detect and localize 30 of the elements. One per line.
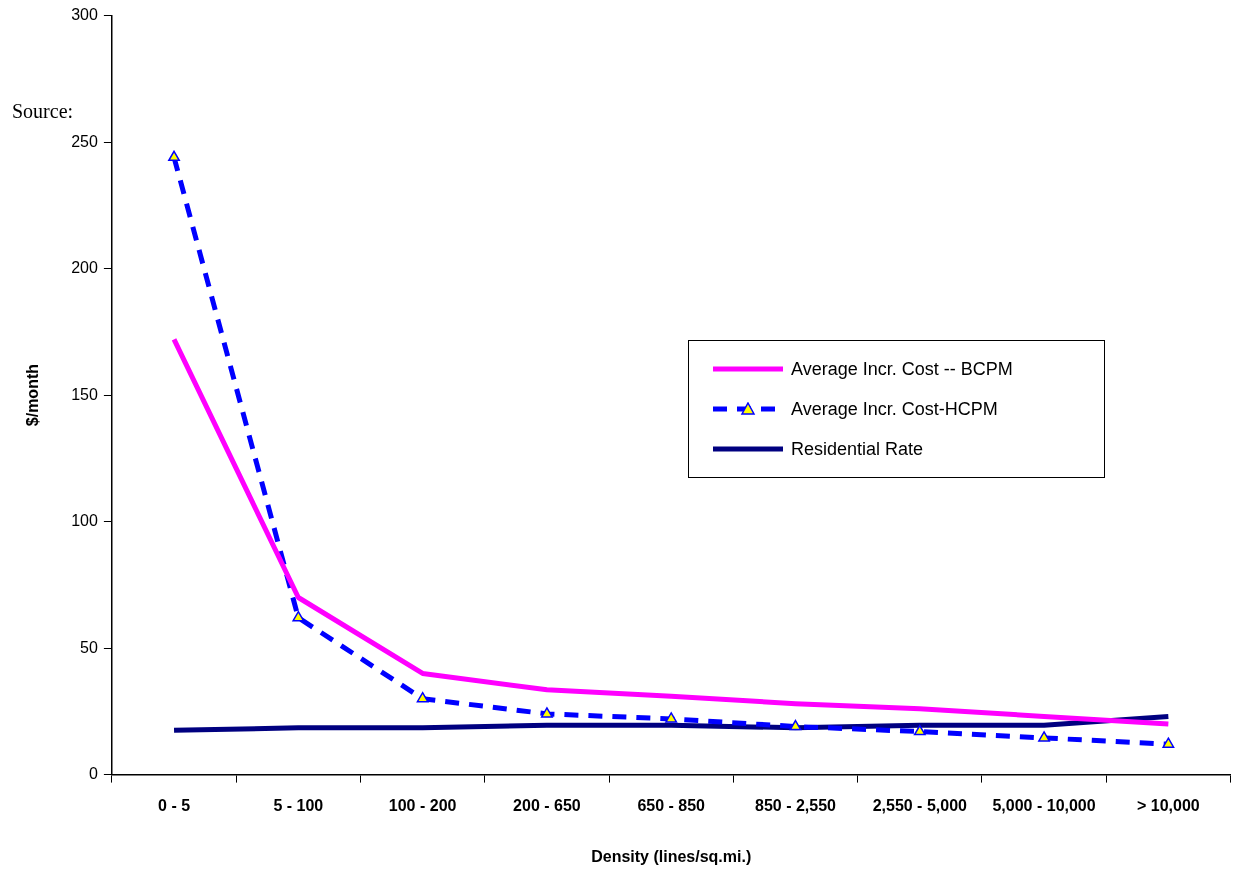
legend-label: Average Incr. Cost -- BCPM <box>791 358 1013 380</box>
point <box>1162 737 1175 748</box>
point <box>665 712 678 723</box>
y-tick-label: 250 <box>71 132 98 150</box>
x-tick-label: 850 - 2,550 <box>755 796 837 814</box>
point <box>913 724 926 736</box>
legend-label: Residential Rate <box>791 438 924 460</box>
y-tick-label: 50 <box>80 638 98 656</box>
point <box>1038 731 1051 742</box>
y-tick-label: 300 <box>71 6 98 24</box>
y-tick-label: 100 <box>71 512 98 530</box>
source-note: Source: <box>12 100 74 123</box>
point <box>789 719 802 731</box>
x-tick-label: 100 - 200 <box>388 796 457 814</box>
y-axis-title: $/month <box>24 363 42 427</box>
x-tick-label: 5,000 - 10,000 <box>992 796 1096 814</box>
x-tick-label: 2,550 - 5,000 <box>872 796 968 814</box>
legend-label: Average Incr. Cost-HCPM <box>791 398 998 420</box>
x-tick-label: 200 - 650 <box>513 796 581 814</box>
point <box>416 691 429 703</box>
y-tick-label: 0 <box>88 765 98 783</box>
point <box>168 150 180 162</box>
y-tick-label: 200 <box>71 259 98 277</box>
x-tick-label: 650 - 850 <box>637 796 706 814</box>
point <box>540 707 553 718</box>
y-tick-label: 150 <box>71 385 98 403</box>
x-tick-label: > 10,000 <box>1136 796 1200 814</box>
x-axis-title: Density (lines/sq.mi.) <box>591 847 752 865</box>
x-tick-label: 0 - 5 <box>158 796 191 814</box>
x-tick-label: 5 - 100 <box>273 796 324 814</box>
